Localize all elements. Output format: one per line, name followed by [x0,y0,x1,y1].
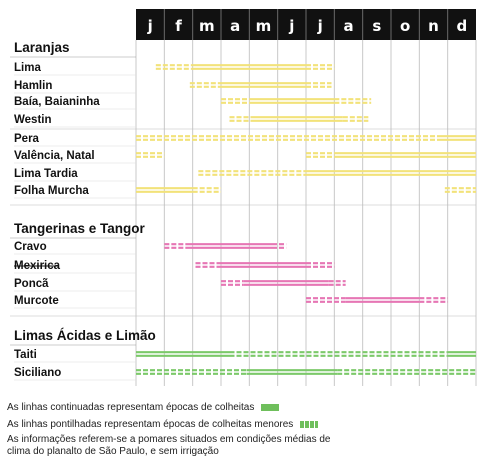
row-label: Folha Murcha [14,185,89,197]
harvest-bar [195,262,221,268]
harvest-bar [192,64,306,70]
month-label: n [428,17,439,35]
month-label: a [230,17,240,35]
harvest-bar [419,297,448,303]
harvest-bar [255,116,343,122]
month-label: j [317,17,323,35]
month-label: s [372,17,381,35]
group-title: Laranjas [14,40,70,55]
harvest-bar [447,351,476,357]
harvest-bar [229,351,448,357]
month-label: f [175,17,182,35]
harvest-bar [306,262,335,268]
harvest-bar [306,64,335,70]
harvest-bar [136,369,247,375]
legend-dashed: As linhas pontilhadas representam épocas… [7,419,319,431]
harvest-bar [198,170,306,176]
harvest-bar [342,116,369,122]
harvest-bar [306,297,346,303]
row-label: Poncã [14,278,49,290]
harvest-bar [136,351,230,357]
month-label: j [147,17,153,35]
harvest-bar [221,98,250,104]
harvest-bar [136,152,165,158]
row-label: Baía, Baianinha [14,96,100,108]
month-label: m [199,17,215,35]
row-label: Lima [14,62,41,74]
harvest-bar [164,243,187,249]
legend-dashed-text: As linhas pontilhadas representam épocas… [7,419,294,430]
row-label: Lima Tardia [14,168,78,180]
row-label: Valência, Natal [14,150,95,162]
footnote: As informações referem-se a pomares situ… [7,434,331,457]
harvest-bar [328,280,346,286]
legend-solid: As linhas continuadas representam épocas… [7,402,280,414]
row-label: Murcote [14,295,59,307]
harvest-bar [246,369,338,375]
row-label: Hamlin [14,80,52,92]
harvest-bar [243,280,329,286]
harvest-bar [306,152,335,158]
harvest-bar [221,262,306,268]
harvest-bar [249,98,335,104]
month-label: m [256,17,272,35]
harvest-bar [272,243,287,249]
row-label: Pera [14,133,40,145]
row-label: Cravo [14,241,47,253]
harvest-bar [189,82,221,88]
legend-dashed-swatch [300,420,319,428]
harvest-bar [444,187,476,193]
row-label: Taiti [14,349,37,361]
group-title: Tangerinas e Tangor [14,221,146,236]
harvest-bar [306,82,332,88]
harvest-bar [155,64,193,70]
harvest-bar [192,187,221,193]
harvest-bar [337,369,476,375]
harvest-bar [187,243,272,249]
row-label: Westin [14,114,52,126]
harvest-bar [334,98,372,104]
harvest-bar [334,152,476,158]
legend-solid-swatch [261,402,280,412]
legend-solid-text: As linhas continuadas representam épocas… [7,402,255,413]
month-label: j [288,17,294,35]
harvest-bar [442,135,476,141]
month-label: a [343,17,353,35]
harvest-bar [345,297,420,303]
row-label: Siciliano [14,367,61,379]
month-label: d [456,17,467,35]
harvest-bar [229,116,255,122]
harvest-bar [221,280,244,286]
harvest-bar [221,82,306,88]
group-title: Limas Ácidas e Limão [14,328,156,343]
harvest-bar [136,187,193,193]
month-label: o [400,17,410,35]
harvest-bar [136,135,442,141]
harvest-bar [306,170,476,176]
